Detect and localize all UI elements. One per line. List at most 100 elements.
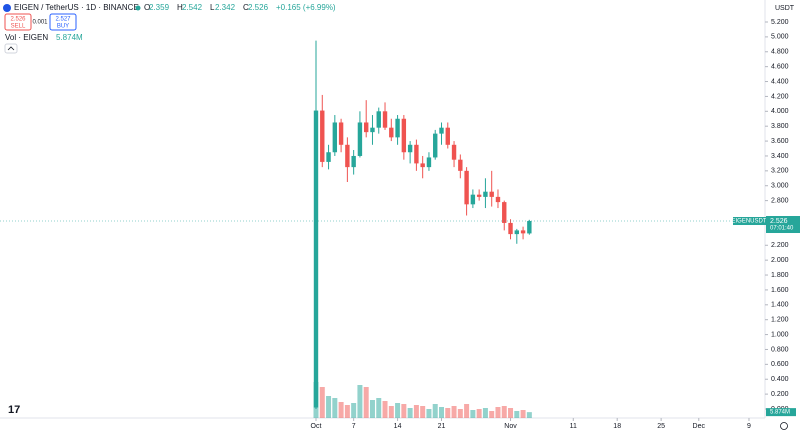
- y-tick-label: 1.200: [771, 317, 789, 324]
- ohlc-value: 2.526: [248, 3, 269, 12]
- volume-bar: [344, 405, 350, 418]
- candle-body: [364, 122, 369, 133]
- y-tick-label: 2.000: [771, 257, 789, 264]
- y-tick-label: 0.600: [771, 361, 789, 368]
- volume-bar: [489, 411, 495, 418]
- volume-bar: [508, 408, 514, 418]
- candle-body: [414, 144, 419, 164]
- candle-body: [433, 133, 438, 158]
- symbol-tag-text: EIGENUSDT: [731, 219, 766, 225]
- candle-body: [395, 118, 400, 138]
- buy-price: 2.527: [55, 17, 71, 23]
- volume-bar: [376, 398, 382, 418]
- symbol-tag: [733, 217, 766, 226]
- y-tick-label: 0.400: [771, 376, 789, 383]
- volume-bar: [369, 400, 375, 418]
- candle-body: [489, 191, 494, 197]
- volume-bar: [420, 406, 426, 418]
- x-tick-label: 11: [570, 423, 577, 430]
- volume-tag: [766, 408, 796, 417]
- ohlc-key: C: [243, 3, 249, 12]
- buy-button[interactable]: [49, 13, 77, 31]
- volume-bar: [514, 411, 520, 418]
- spread: 0.001: [32, 20, 48, 26]
- volume-bar: [319, 387, 325, 418]
- collapse-icon: [7, 46, 15, 51]
- candle-body: [351, 155, 356, 168]
- volume-bar: [520, 410, 526, 418]
- market-status: [135, 5, 141, 11]
- candle-body: [445, 127, 450, 145]
- volume-bar: [426, 409, 432, 418]
- candle-body: [520, 230, 526, 234]
- sell-button[interactable]: [4, 13, 32, 31]
- settings-icon[interactable]: [780, 422, 788, 430]
- volume-bar: [432, 404, 438, 418]
- volume-bar: [363, 387, 369, 418]
- currency-label[interactable]: USDT: [775, 5, 795, 12]
- candle-body: [514, 230, 519, 235]
- volume-bar: [407, 408, 413, 418]
- x-tick-label: 18: [613, 423, 621, 430]
- x-tick-label: Nov: [504, 423, 517, 430]
- sell-label: SELL: [11, 24, 26, 30]
- x-tick-label: 7: [352, 423, 356, 430]
- y-tick-label: 3.400: [771, 153, 789, 160]
- volume-legend-label: Vol · EIGEN: [5, 33, 48, 42]
- y-tick-label: 0.800: [771, 346, 789, 353]
- candle-body: [332, 122, 338, 153]
- volume-bar: [395, 403, 401, 418]
- y-tick-label: 4.800: [771, 49, 789, 56]
- candle-body: [389, 127, 394, 138]
- y-tick-label: 4.000: [771, 108, 789, 115]
- volume-bar: [464, 404, 470, 418]
- volume-bar: [338, 402, 344, 418]
- volume-bar: [482, 408, 488, 418]
- candle-body: [439, 127, 444, 134]
- x-tick-label: 25: [657, 423, 665, 430]
- chart-title[interactable]: EIGEN / TetherUS · 1D · BINANCE: [14, 3, 139, 12]
- ohlc-key: L: [210, 3, 215, 12]
- volume-legend-value: 5.874M: [56, 33, 83, 42]
- y-tick-label: 3.200: [771, 168, 789, 175]
- candle-body: [313, 110, 319, 408]
- candle-body: [326, 152, 331, 162]
- candle-body: [357, 122, 363, 156]
- volume-bar: [382, 401, 388, 418]
- volume-bar: [388, 406, 394, 418]
- y-tick-label: 5.200: [771, 19, 789, 26]
- volume-bar: [476, 409, 482, 418]
- collapse-button[interactable]: [4, 43, 18, 54]
- y-tick-label: 5.000: [771, 34, 789, 41]
- x-tick-label: 21: [438, 423, 446, 430]
- candle-body: [458, 159, 463, 171]
- candle-body: [495, 196, 501, 203]
- volume-bar: [501, 406, 507, 418]
- candle-body: [376, 111, 381, 128]
- candle-body: [320, 110, 325, 162]
- volume-bar: [495, 407, 501, 418]
- ohlc-value: 2.542: [182, 3, 203, 12]
- candle-body: [464, 170, 469, 205]
- volume-bar: [457, 409, 463, 418]
- candle-body: [451, 144, 457, 160]
- y-tick-label: 2.200: [771, 242, 789, 249]
- buy-label: BUY: [57, 24, 69, 30]
- volume-bar: [445, 408, 451, 418]
- price-tag: [766, 216, 800, 234]
- volume-bar: [439, 407, 444, 418]
- candle-body: [401, 118, 407, 153]
- volume-bar: [357, 385, 363, 418]
- volume-bar: [351, 403, 357, 418]
- x-tick-label: 14: [394, 423, 402, 430]
- logo: 17: [8, 404, 20, 416]
- sell-price: 2.526: [10, 17, 26, 23]
- candle-body: [382, 111, 388, 128]
- y-tick-label: 1.400: [771, 302, 789, 309]
- candle-body: [527, 221, 532, 234]
- x-tick-label: Dec: [693, 423, 706, 430]
- y-tick-label: 4.400: [771, 78, 789, 85]
- y-tick-label: 3.800: [771, 123, 789, 130]
- candle-body: [476, 194, 482, 197]
- volume-tag-text: 5.874M: [770, 410, 790, 416]
